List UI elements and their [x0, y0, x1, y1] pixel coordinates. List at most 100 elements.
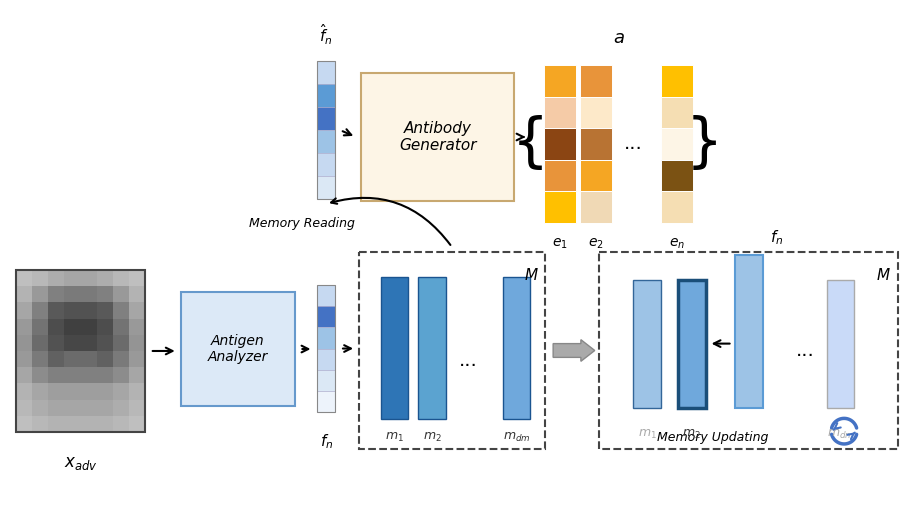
- Bar: [64, 270, 81, 286]
- Bar: [16, 367, 33, 384]
- Bar: [16, 334, 33, 352]
- Bar: [129, 400, 145, 416]
- Bar: [129, 270, 145, 286]
- Bar: [49, 302, 65, 319]
- Bar: [64, 416, 81, 433]
- Bar: [49, 286, 65, 303]
- Bar: [580, 160, 611, 191]
- Bar: [32, 302, 49, 319]
- Text: ...: ...: [459, 351, 477, 370]
- Bar: [544, 160, 576, 191]
- Bar: [661, 128, 693, 160]
- Bar: [32, 334, 49, 352]
- Bar: [96, 367, 113, 384]
- Bar: [32, 400, 49, 416]
- Bar: [16, 286, 33, 303]
- Bar: [81, 302, 97, 319]
- Text: $m_2$: $m_2$: [423, 431, 442, 444]
- Bar: [318, 327, 335, 348]
- Bar: [361, 73, 514, 201]
- Bar: [32, 270, 49, 286]
- Bar: [32, 367, 49, 384]
- Bar: [113, 270, 129, 286]
- Text: Antigen
Analyzer: Antigen Analyzer: [207, 334, 268, 364]
- Text: $f_n$: $f_n$: [770, 229, 784, 247]
- Bar: [64, 318, 81, 335]
- Bar: [678, 280, 706, 407]
- Bar: [113, 416, 129, 433]
- Bar: [826, 280, 855, 407]
- Bar: [16, 318, 33, 335]
- Bar: [49, 416, 65, 433]
- Bar: [735, 255, 763, 407]
- Bar: [16, 270, 33, 286]
- Bar: [580, 191, 611, 223]
- Bar: [32, 351, 49, 368]
- Bar: [49, 400, 65, 416]
- Bar: [544, 65, 576, 97]
- Bar: [113, 367, 129, 384]
- Bar: [318, 84, 335, 107]
- Bar: [661, 191, 693, 223]
- Text: {: {: [511, 115, 549, 172]
- Bar: [129, 416, 145, 433]
- Bar: [318, 284, 335, 306]
- Text: $m_{dm}$: $m_{dm}$: [503, 431, 531, 444]
- Bar: [64, 367, 81, 384]
- Bar: [96, 384, 113, 400]
- Bar: [129, 318, 145, 335]
- Polygon shape: [554, 340, 595, 361]
- Bar: [318, 348, 335, 370]
- Bar: [129, 367, 145, 384]
- Bar: [16, 270, 145, 432]
- Bar: [49, 270, 65, 286]
- Text: $e_2$: $e_2$: [588, 236, 604, 251]
- Bar: [113, 351, 129, 368]
- Bar: [96, 286, 113, 303]
- Text: $e_n$: $e_n$: [669, 236, 685, 251]
- Bar: [81, 270, 97, 286]
- Bar: [81, 286, 97, 303]
- Text: a: a: [613, 29, 624, 48]
- Bar: [580, 128, 611, 160]
- Bar: [32, 384, 49, 400]
- Bar: [64, 351, 81, 368]
- Bar: [661, 160, 693, 191]
- Bar: [580, 65, 611, 97]
- Text: Memory Reading: Memory Reading: [249, 218, 354, 231]
- Bar: [113, 384, 129, 400]
- Bar: [81, 318, 97, 335]
- Bar: [81, 334, 97, 352]
- Bar: [49, 351, 65, 368]
- Bar: [544, 191, 576, 223]
- Bar: [318, 130, 335, 153]
- Bar: [64, 334, 81, 352]
- Bar: [129, 302, 145, 319]
- Bar: [318, 370, 335, 391]
- Bar: [113, 334, 129, 352]
- Text: $x_{adv}$: $x_{adv}$: [63, 454, 97, 472]
- Bar: [32, 318, 49, 335]
- Bar: [96, 302, 113, 319]
- Text: $m_1$: $m_1$: [638, 428, 656, 440]
- Bar: [81, 367, 97, 384]
- Text: M: M: [524, 268, 537, 283]
- Text: ...: ...: [796, 341, 814, 360]
- Bar: [318, 153, 335, 176]
- Text: $f_n$: $f_n$: [319, 432, 333, 451]
- Bar: [16, 384, 33, 400]
- Bar: [113, 286, 129, 303]
- Bar: [318, 306, 335, 327]
- Bar: [318, 61, 335, 199]
- Text: $m_{dm}$: $m_{dm}$: [827, 428, 855, 440]
- Bar: [96, 318, 113, 335]
- Bar: [16, 351, 33, 368]
- Bar: [580, 97, 611, 128]
- Text: Memory Updating: Memory Updating: [656, 431, 768, 444]
- Bar: [96, 270, 113, 286]
- Bar: [32, 416, 49, 433]
- Bar: [381, 277, 409, 419]
- Bar: [96, 416, 113, 433]
- Bar: [16, 416, 33, 433]
- Bar: [64, 286, 81, 303]
